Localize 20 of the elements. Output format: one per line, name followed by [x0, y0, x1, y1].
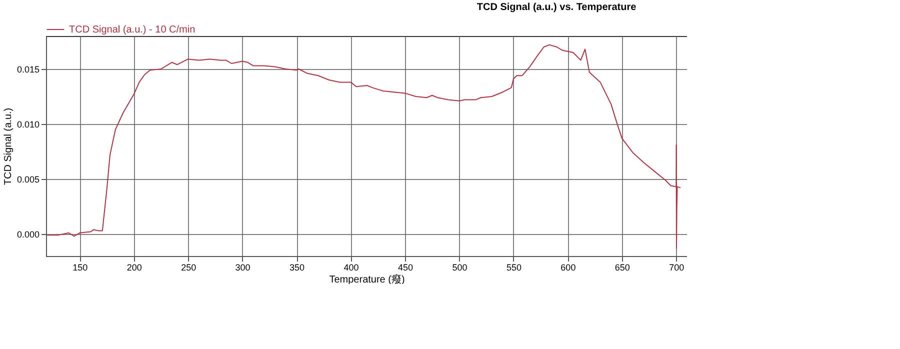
- legend-label: TCD Signal (a.u.) - 10 C/min: [69, 24, 196, 36]
- line-series: [46, 44, 681, 249]
- x-tick-label: 550: [506, 262, 522, 272]
- x-tick-label: 300: [235, 262, 250, 272]
- x-tick-label: 650: [614, 262, 630, 272]
- x-tick-label: 350: [290, 262, 305, 272]
- chart-title: TCD Signal (a.u.) vs. Temperature: [476, 2, 637, 13]
- x-tick-label: 250: [181, 262, 196, 272]
- x-tick-label: 700: [669, 262, 684, 272]
- x-tick-label: 500: [452, 262, 468, 272]
- x-tick-label: 600: [560, 262, 576, 272]
- y-tick-label: 0.005: [16, 174, 40, 184]
- x-tick-label: 200: [126, 262, 142, 272]
- x-tick-label: 400: [344, 262, 359, 272]
- y-tick-label: 0.000: [16, 230, 40, 240]
- x-tick-label: 450: [398, 262, 414, 272]
- y-tick-label: 0.010: [16, 120, 40, 130]
- y-axis-title: TCD Signal (a.u.): [2, 108, 14, 186]
- y-tick-label: 0.015: [16, 64, 40, 74]
- x-tick-label: 150: [72, 262, 88, 272]
